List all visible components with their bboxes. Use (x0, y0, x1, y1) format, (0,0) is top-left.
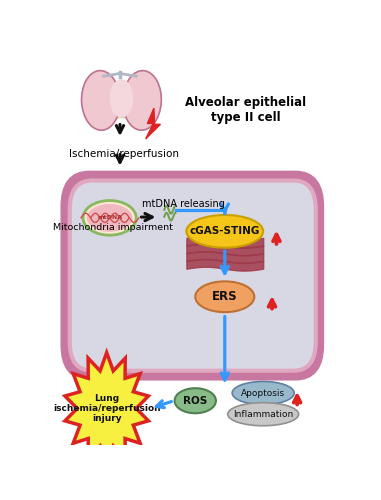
FancyArrowPatch shape (221, 204, 228, 213)
FancyArrowPatch shape (116, 154, 123, 162)
Polygon shape (65, 352, 149, 464)
Text: Mitochondria impairment: Mitochondria impairment (53, 223, 173, 232)
Text: ERS: ERS (212, 290, 238, 304)
FancyArrowPatch shape (221, 316, 228, 380)
FancyBboxPatch shape (66, 176, 319, 376)
FancyArrowPatch shape (221, 251, 228, 274)
Text: Alveolar epithelial
type II cell: Alveolar epithelial type II cell (185, 96, 306, 124)
Ellipse shape (195, 282, 255, 312)
Ellipse shape (228, 402, 299, 426)
Text: cGAS-STING: cGAS-STING (190, 226, 260, 236)
FancyArrowPatch shape (157, 401, 171, 407)
Text: Ischemia/reperfusion: Ischemia/reperfusion (69, 150, 179, 160)
Text: mtDNA releasing: mtDNA releasing (142, 200, 225, 209)
Ellipse shape (82, 70, 120, 130)
Ellipse shape (174, 388, 216, 413)
FancyArrowPatch shape (141, 214, 152, 220)
Text: Inflammation: Inflammation (233, 410, 293, 418)
Ellipse shape (83, 83, 160, 117)
FancyArrowPatch shape (269, 300, 275, 308)
Ellipse shape (110, 79, 133, 118)
Text: Apoptosis: Apoptosis (241, 388, 285, 398)
FancyArrowPatch shape (273, 234, 280, 244)
Ellipse shape (123, 70, 161, 130)
FancyArrowPatch shape (116, 124, 123, 132)
FancyArrowPatch shape (294, 396, 301, 404)
Text: mtDNA: mtDNA (97, 216, 122, 220)
Ellipse shape (186, 215, 263, 248)
Text: ROS: ROS (183, 396, 207, 406)
Ellipse shape (83, 200, 136, 235)
Ellipse shape (232, 382, 294, 404)
Polygon shape (146, 108, 160, 139)
Text: Lung
ischemia/reperfusion
injury: Lung ischemia/reperfusion injury (53, 394, 160, 424)
Ellipse shape (87, 204, 133, 232)
